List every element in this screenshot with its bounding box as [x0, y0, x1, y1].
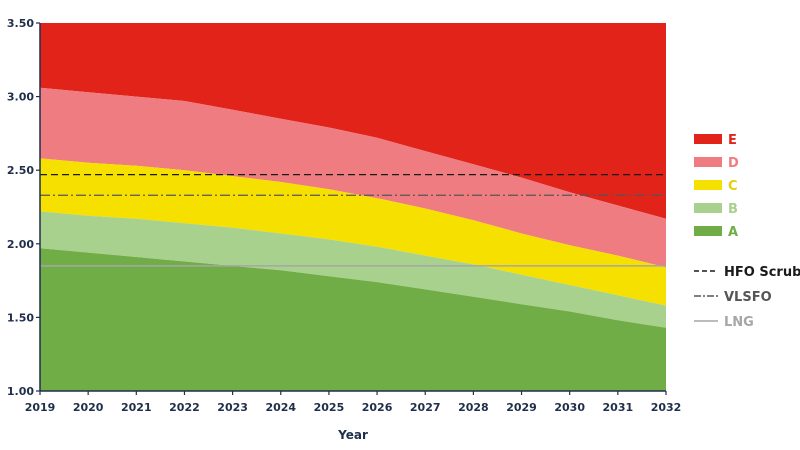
legend-swatch-e [694, 134, 722, 144]
y-tick-label: 3.50 [7, 17, 34, 30]
band-b [40, 211, 666, 328]
x-tick-label: 2020 [73, 401, 104, 414]
x-tick-label: 2032 [651, 401, 682, 414]
band-e [40, 23, 666, 219]
x-tick-label: 2024 [265, 401, 296, 414]
x-tick-label: 2029 [506, 401, 537, 414]
legend-label-c: C [728, 179, 738, 194]
x-tick-label: 2021 [121, 401, 152, 414]
axes [39, 23, 666, 392]
reference-lines [40, 173, 666, 267]
x-tick-label: 2022 [169, 401, 200, 414]
y-tick-label: 3.00 [7, 91, 34, 104]
legend-swatch-b [694, 203, 722, 213]
x-tick-label: 2019 [25, 401, 56, 414]
legend-label-b: B [728, 202, 738, 217]
y-tick-label: 1.50 [7, 311, 34, 324]
y-tick-label: 1.00 [7, 385, 34, 398]
y-tick-label: 2.50 [7, 164, 34, 177]
tick-labels: 1.00 1.50 2.00 2.50 3.00 3.50 2019 2020 2021 2022… [7, 17, 681, 414]
x-tick-label: 2026 [362, 401, 393, 414]
legend-swatch-a [694, 226, 722, 236]
band-d [40, 87, 666, 268]
x-tick-label: 2031 [603, 401, 634, 414]
band-c [40, 158, 666, 306]
band-a [40, 248, 666, 391]
y-tick-label: 2.00 [7, 238, 34, 251]
x-tick-label: 2025 [314, 401, 345, 414]
x-tick-label: 2028 [458, 401, 489, 414]
x-tick-label: 2027 [410, 401, 441, 414]
area-bands [40, 23, 666, 391]
legend-label-d: D [728, 156, 739, 171]
x-tick-label: 2030 [554, 401, 585, 414]
legend-swatch-d [694, 157, 722, 167]
legend-label-hfo-scrubber: HFO Scrubber [724, 265, 800, 280]
legend-swatch-c [694, 180, 722, 190]
legend-label-a: A [728, 225, 738, 240]
legend-label-lng: LNG [724, 315, 754, 330]
legend-label-e: E [728, 133, 737, 148]
x-tick-label: 2023 [217, 401, 248, 414]
legend-label-vlsfo: VLSFO [724, 290, 772, 305]
x-axis-title: Year [337, 428, 368, 442]
